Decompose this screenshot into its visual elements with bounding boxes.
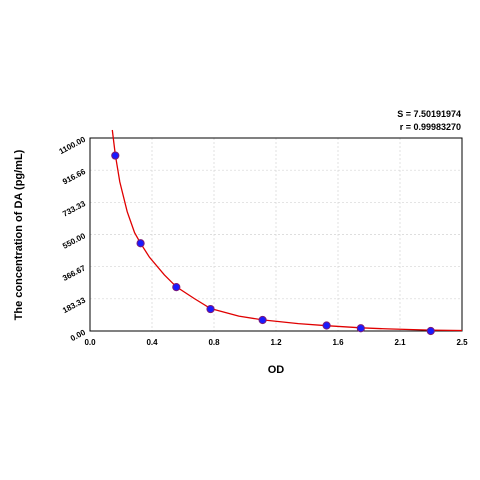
grid-lines bbox=[90, 138, 462, 331]
data-point bbox=[426, 326, 435, 336]
x-tick-label: 2.1 bbox=[394, 338, 406, 347]
stat-r: r = 0.99983270 bbox=[400, 122, 461, 132]
y-tick-label: 183.33 bbox=[61, 295, 87, 315]
y-tick-label: 733.33 bbox=[61, 199, 87, 219]
y-tick-label: 550.00 bbox=[61, 231, 87, 251]
y-tick-label: 366.67 bbox=[61, 263, 87, 283]
x-tick-label: 2.5 bbox=[456, 338, 468, 347]
stat-s: S = 7.50191974 bbox=[397, 109, 461, 119]
x-tick-label: 1.2 bbox=[270, 338, 282, 347]
data-point bbox=[172, 283, 181, 292]
fit-curve bbox=[111, 129, 463, 332]
data-point bbox=[356, 324, 365, 333]
data-point bbox=[136, 239, 145, 248]
plot-frame bbox=[89, 137, 463, 332]
y-tick-label: 1100.00 bbox=[58, 135, 88, 157]
x-tick-labels: 0.0 0.4 0.8 1.2 1.6 2.1 2.5 bbox=[84, 338, 468, 347]
data-point bbox=[258, 315, 267, 325]
y-tick-labels: 0.00183.33366.67550.00733.33916.661100.0… bbox=[58, 135, 88, 344]
data-point bbox=[206, 304, 215, 314]
data-points bbox=[111, 151, 435, 336]
x-tick-label: 1.6 bbox=[332, 338, 344, 347]
x-axis-title: OD bbox=[268, 364, 285, 376]
x-tick-label: 0.0 bbox=[84, 338, 96, 347]
data-point bbox=[111, 151, 120, 160]
y-tick-label: 916.66 bbox=[61, 167, 87, 187]
x-tick-label: 0.8 bbox=[208, 338, 220, 347]
data-point bbox=[322, 321, 331, 330]
x-tick-label: 0.4 bbox=[146, 338, 158, 347]
y-axis-title: The concentration of DA (pg/mL) bbox=[13, 149, 25, 320]
